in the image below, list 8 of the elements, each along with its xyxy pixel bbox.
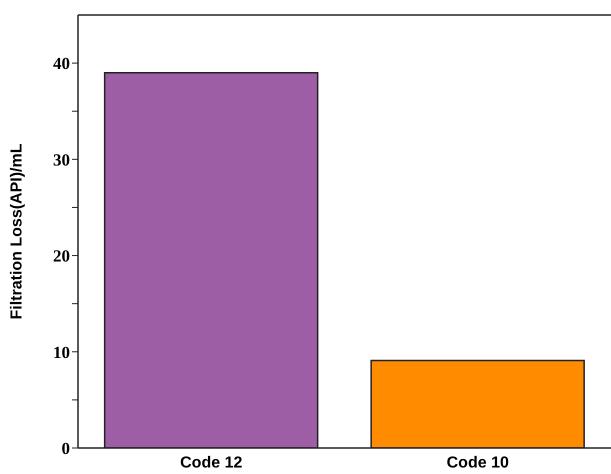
y-axis-title: Filtration Loss(API)/mL [8,143,26,320]
y-tick-label: 40 [53,54,70,74]
y-tick-label: 10 [53,342,70,362]
y-tick-label: 20 [53,246,70,266]
y-tick-label: 30 [53,150,70,170]
x-tick-label: Code 12 [180,454,242,472]
x-tick-label: Code 10 [446,454,509,472]
y-tick-label: 0 [62,439,70,458]
